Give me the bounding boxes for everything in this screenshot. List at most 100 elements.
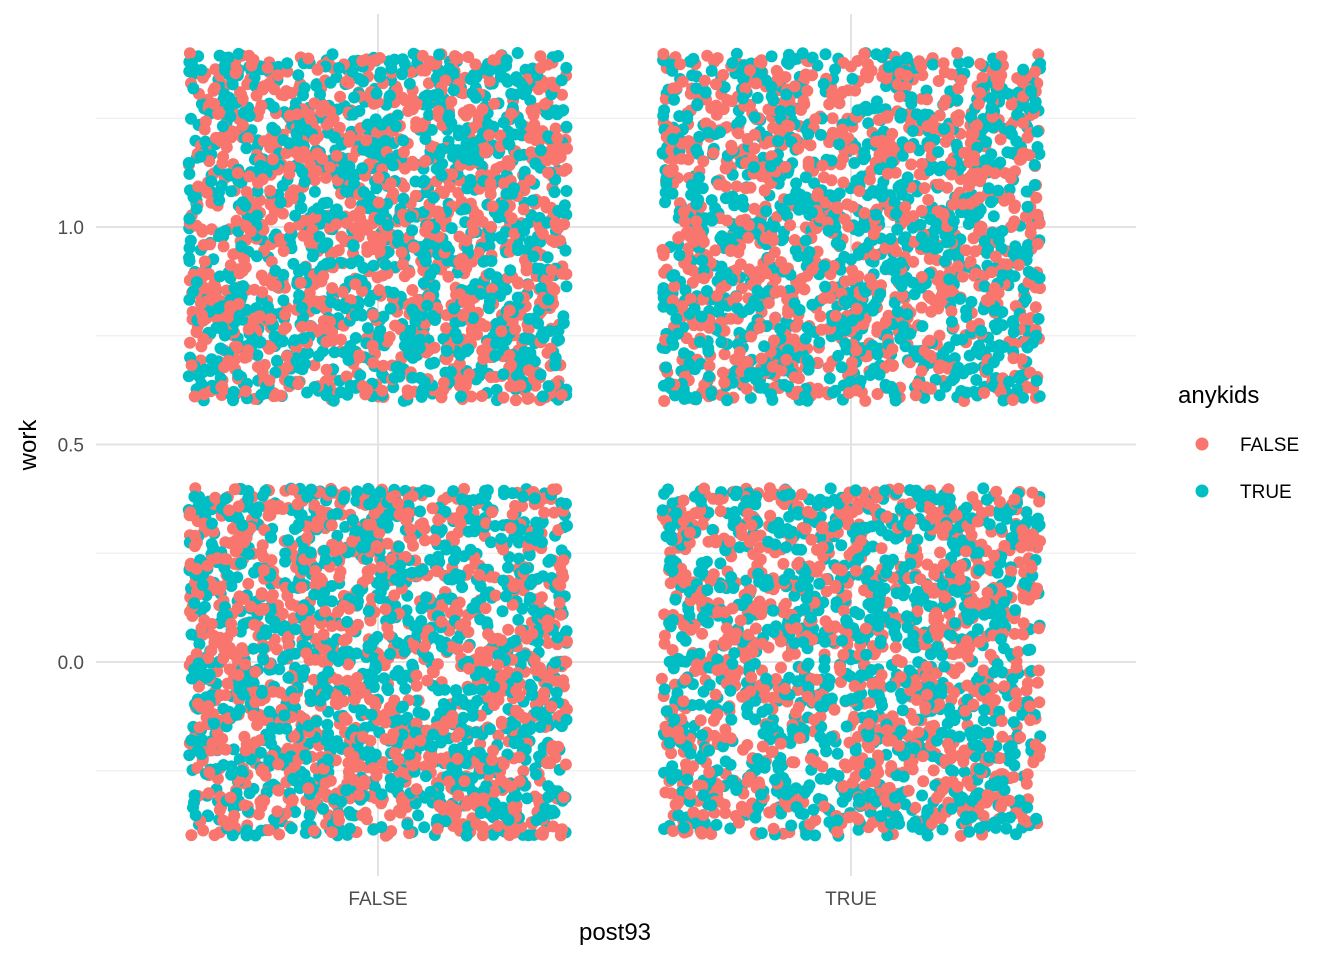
data-point-anykids-true bbox=[464, 543, 477, 556]
data-point-anykids-true bbox=[511, 47, 524, 59]
data-point-anykids-false bbox=[889, 641, 902, 654]
data-point-anykids-true bbox=[1033, 519, 1046, 531]
data-point-anykids-true bbox=[705, 194, 718, 207]
data-point-anykids-true bbox=[555, 544, 568, 557]
data-point-anykids-false bbox=[758, 184, 771, 197]
data-point-anykids-false bbox=[819, 615, 832, 628]
data-point-anykids-true bbox=[542, 555, 555, 568]
data-point-anykids-true bbox=[862, 117, 875, 130]
data-point-anykids-true bbox=[474, 613, 487, 626]
data-point-anykids-false bbox=[273, 828, 286, 841]
data-point-anykids-true bbox=[288, 523, 301, 535]
data-point-anykids-true bbox=[237, 618, 250, 631]
data-point-anykids-true bbox=[271, 354, 283, 367]
data-point-anykids-false bbox=[932, 75, 945, 87]
data-point-anykids-false bbox=[756, 637, 769, 650]
data-point-anykids-false bbox=[264, 184, 277, 197]
data-point-anykids-true bbox=[306, 250, 319, 263]
data-point-anykids-true bbox=[669, 593, 682, 606]
data-point-anykids-false bbox=[517, 765, 530, 777]
data-point-anykids-true bbox=[824, 482, 837, 495]
data-point-anykids-false bbox=[833, 97, 846, 110]
data-point-anykids-true bbox=[292, 69, 305, 82]
data-point-anykids-true bbox=[774, 322, 787, 335]
data-point-anykids-true bbox=[354, 369, 367, 382]
data-point-anykids-true bbox=[243, 787, 256, 800]
data-point-anykids-false bbox=[217, 240, 230, 253]
data-point-anykids-false bbox=[890, 245, 903, 258]
data-point-anykids-false bbox=[335, 230, 348, 243]
data-point-anykids-false bbox=[1032, 664, 1045, 677]
data-point-anykids-false bbox=[967, 232, 980, 245]
data-point-anykids-true bbox=[297, 332, 310, 345]
data-point-anykids-false bbox=[486, 506, 498, 519]
data-point-anykids-false bbox=[458, 482, 471, 495]
data-point-anykids-true bbox=[899, 798, 912, 811]
data-point-anykids-true bbox=[406, 224, 419, 237]
data-point-anykids-true bbox=[771, 758, 784, 771]
data-point-anykids-false bbox=[814, 310, 827, 323]
data-point-anykids-true bbox=[886, 553, 899, 566]
data-point-anykids-true bbox=[906, 125, 919, 137]
data-point-anykids-false bbox=[917, 775, 930, 788]
data-point-anykids-false bbox=[834, 664, 847, 677]
data-point-anykids-true bbox=[657, 291, 670, 304]
data-point-anykids-true bbox=[312, 349, 325, 362]
data-point-anykids-false bbox=[915, 301, 928, 314]
data-point-anykids-true bbox=[796, 47, 809, 60]
data-point-anykids-false bbox=[981, 789, 994, 802]
data-point-anykids-false bbox=[790, 320, 802, 333]
data-point-anykids-true bbox=[225, 185, 238, 198]
data-point-anykids-false bbox=[849, 84, 862, 97]
data-point-anykids-true bbox=[425, 123, 438, 136]
data-point-anykids-true bbox=[185, 628, 198, 641]
data-point-anykids-true bbox=[958, 766, 971, 778]
data-point-anykids-false bbox=[745, 671, 758, 684]
data-point-anykids-false bbox=[822, 361, 835, 374]
data-point-anykids-true bbox=[1022, 644, 1035, 657]
data-point-anykids-true bbox=[504, 264, 517, 277]
data-point-anykids-false bbox=[553, 596, 566, 609]
data-point-anykids-false bbox=[333, 121, 346, 134]
data-points bbox=[182, 47, 1047, 842]
data-point-anykids-false bbox=[746, 646, 759, 659]
data-point-anykids-true bbox=[321, 196, 334, 209]
data-point-anykids-true bbox=[541, 251, 554, 264]
data-point-anykids-true bbox=[412, 809, 425, 822]
data-point-anykids-true bbox=[1019, 293, 1032, 306]
data-point-anykids-true bbox=[748, 657, 761, 670]
data-point-anykids-false bbox=[445, 530, 458, 543]
data-point-anykids-true bbox=[831, 747, 844, 760]
data-point-anykids-true bbox=[806, 51, 819, 64]
data-point-anykids-true bbox=[977, 714, 990, 727]
data-point-anykids-false bbox=[945, 305, 958, 318]
data-point-anykids-false bbox=[939, 135, 952, 148]
data-point-anykids-true bbox=[814, 510, 827, 523]
data-point-anykids-false bbox=[655, 672, 668, 685]
data-point-anykids-true bbox=[730, 47, 743, 60]
data-point-anykids-true bbox=[460, 829, 473, 842]
data-point-anykids-true bbox=[437, 332, 450, 345]
data-point-anykids-true bbox=[814, 772, 827, 785]
data-point-anykids-false bbox=[911, 605, 924, 618]
data-point-anykids-false bbox=[548, 506, 561, 519]
data-point-anykids-false bbox=[191, 761, 204, 774]
data-point-anykids-false bbox=[337, 695, 350, 708]
data-point-anykids-false bbox=[549, 122, 562, 135]
data-point-anykids-true bbox=[1003, 183, 1016, 196]
data-point-anykids-false bbox=[1026, 486, 1039, 499]
data-point-anykids-false bbox=[474, 737, 487, 750]
data-point-anykids-true bbox=[790, 177, 803, 190]
data-point-anykids-false bbox=[956, 270, 969, 283]
data-point-anykids-true bbox=[387, 286, 400, 299]
data-point-anykids-false bbox=[542, 637, 555, 649]
data-point-anykids-true bbox=[681, 773, 694, 786]
data-point-anykids-false bbox=[954, 173, 967, 185]
data-point-anykids-false bbox=[909, 801, 922, 814]
data-point-anykids-true bbox=[276, 179, 289, 192]
data-point-anykids-true bbox=[751, 91, 764, 104]
data-point-anykids-false bbox=[308, 359, 321, 372]
data-point-anykids-true bbox=[740, 574, 752, 587]
data-point-anykids-true bbox=[521, 792, 533, 805]
